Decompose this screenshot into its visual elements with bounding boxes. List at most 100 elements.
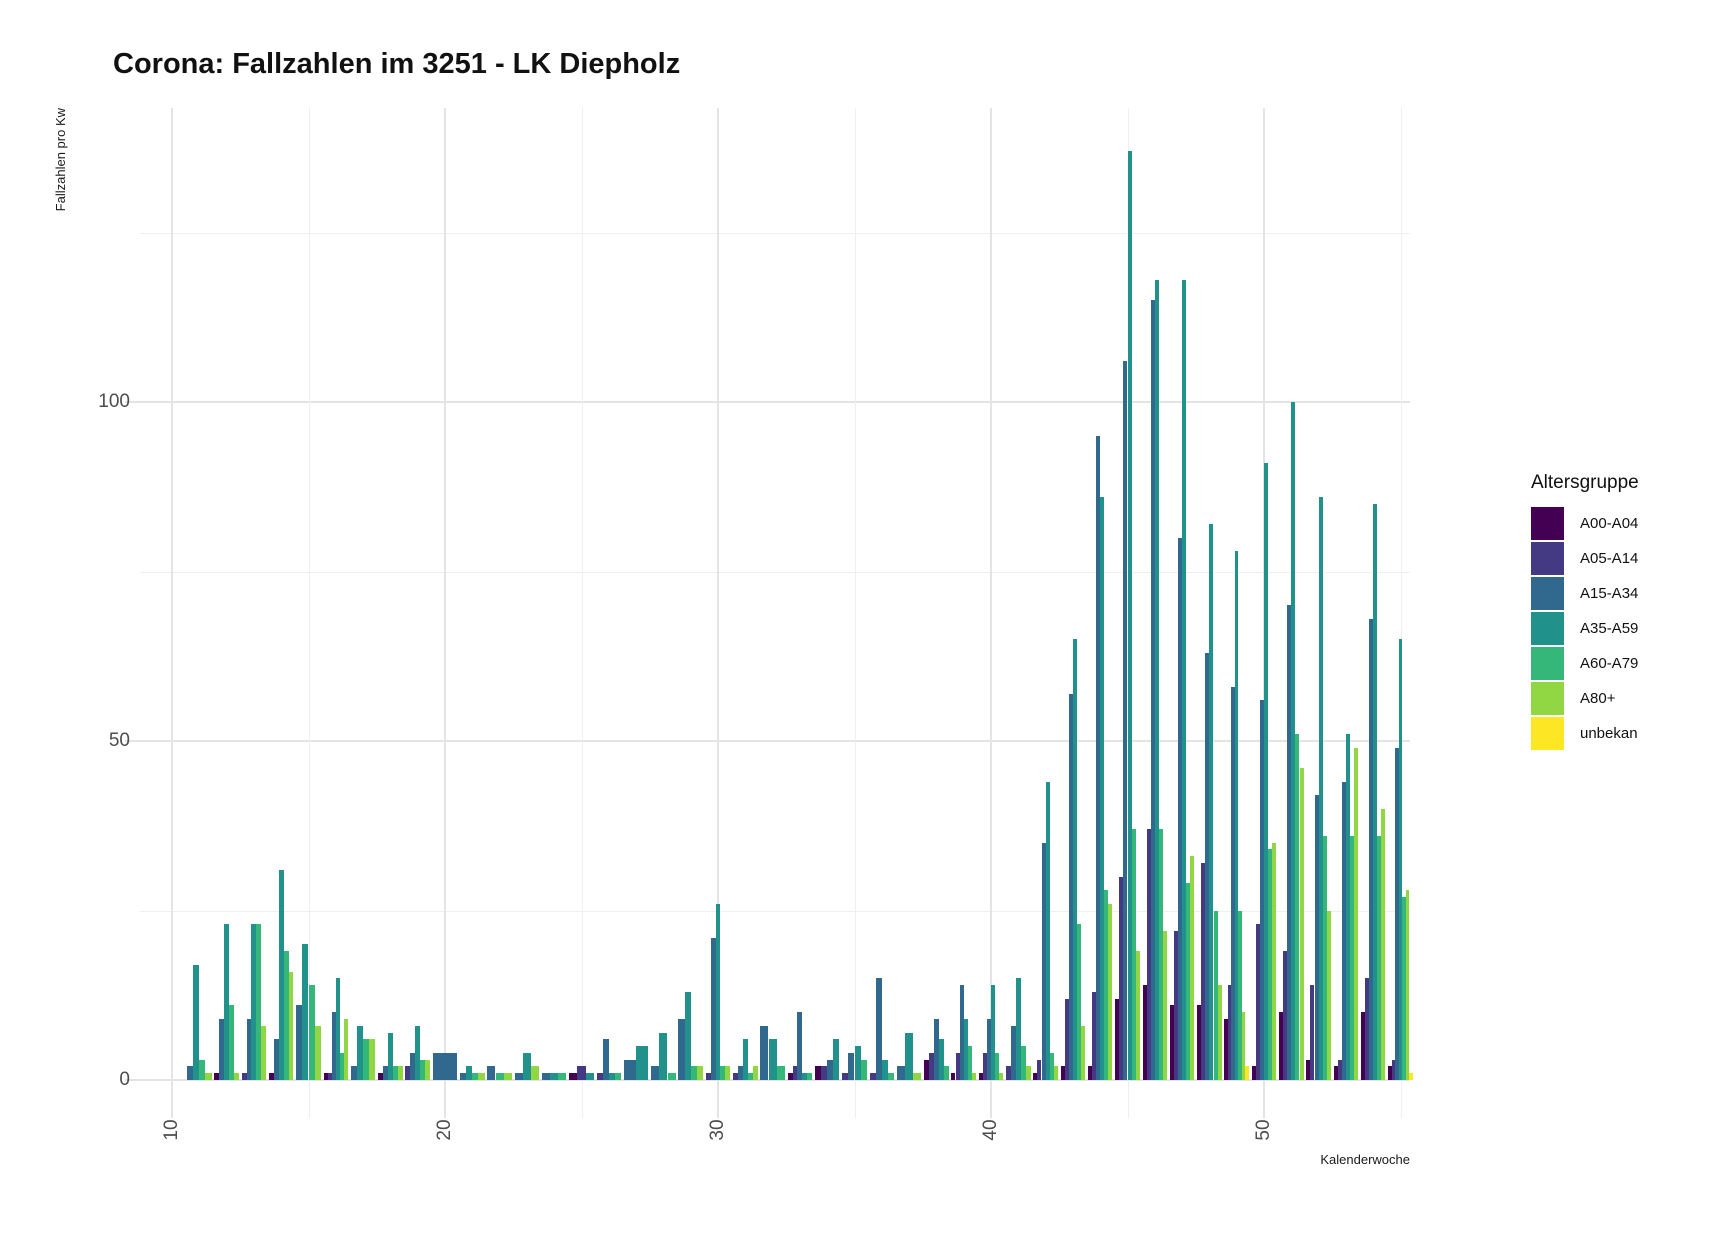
bar-a60a79-kw54 [1377, 835, 1382, 1080]
bar-a15a34-kw38 [933, 1018, 939, 1080]
bar-a60a79-kw29 [690, 1066, 697, 1080]
x-tick-label-20: 20 [434, 1119, 455, 1141]
bar-a15a34-kw42 [1041, 842, 1046, 1080]
legend-swatch-icon [1531, 717, 1564, 750]
bar-a00a04-kw45 [1115, 998, 1120, 1080]
bar-a05a14-kw36 [869, 1073, 876, 1080]
bar-a80-kw47 [1190, 856, 1195, 1080]
bar-a35a59-kw52 [1318, 496, 1323, 1080]
bar-a15a34-kw21 [460, 1073, 467, 1080]
bar-a05a14-kw49 [1227, 985, 1232, 1080]
bar-a80-kw52 [1326, 910, 1331, 1080]
bar-a15a34-kw34 [827, 1059, 834, 1080]
bar-a80-kw23 [531, 1066, 540, 1080]
bar-a60a79-kw16 [339, 1052, 344, 1080]
bar-a00a04-kw52 [1306, 1059, 1311, 1080]
bar-a00a04-kw16 [323, 1073, 328, 1080]
bar-a35a59-kw45 [1127, 151, 1132, 1080]
bar-a05a14-kw26 [596, 1073, 603, 1080]
bar-unbekan-kw49 [1245, 1066, 1249, 1080]
bar-a15a34-kw44 [1096, 435, 1101, 1080]
bar-a80-kw14 [288, 971, 294, 1080]
bar-a35a59-kw30 [715, 903, 721, 1080]
bar-a00a04-kw49 [1224, 1018, 1228, 1080]
bar-a35a59-kw36 [881, 1059, 888, 1080]
bar-a60a79-kw32 [776, 1066, 785, 1080]
legend-swatch-icon [1531, 507, 1564, 540]
bar-a15a34-kw23 [514, 1073, 523, 1080]
bar-a80-kw41 [1025, 1066, 1031, 1080]
bar-a35a59-kw48 [1209, 524, 1214, 1080]
bar-a80-kw45 [1135, 951, 1140, 1080]
bar-a35a59-kw11 [193, 964, 200, 1080]
bar-a80-kw30 [725, 1066, 731, 1080]
bar-a80-kw12 [233, 1073, 239, 1080]
bar-a60a79-kw49 [1238, 910, 1242, 1080]
bar-a35a59-kw38 [938, 1039, 944, 1080]
bar-a05a14-kw46 [1146, 829, 1151, 1080]
bar-a35a59-kw13 [251, 924, 257, 1080]
bar-a80-kw17 [369, 1039, 376, 1080]
bar-a05a14-kw53 [1337, 1059, 1342, 1080]
bar-a15a34-kw32 [760, 1025, 769, 1080]
bar-a35a59-kw46 [1154, 279, 1159, 1080]
v-gridline-major [717, 108, 719, 1118]
bar-a05a14-kw44 [1092, 991, 1097, 1080]
h-gridline-major [125, 401, 1410, 403]
legend-item-a80: A80+ [1531, 681, 1639, 716]
bar-a15a34-kw27 [623, 1059, 637, 1080]
bar-a60a79-kw12 [229, 1005, 234, 1080]
bar-a80-kw44 [1108, 903, 1113, 1080]
bar-a35a59-kw27 [636, 1046, 649, 1080]
h-gridline-major [125, 740, 1410, 742]
y-axis-title: Fallzahlen pro Kw [53, 108, 68, 212]
x-tick-label-50: 50 [1253, 1119, 1274, 1141]
bar-a60a79-kw43 [1077, 924, 1082, 1080]
bar-a60a79-kw24 [558, 1073, 567, 1080]
bar-a00a04-kw53 [1333, 1066, 1338, 1080]
bar-a00a04-kw46 [1142, 985, 1147, 1080]
bar-a05a14-kw40 [982, 1052, 987, 1080]
bar-a60a79-kw46 [1158, 829, 1163, 1080]
bar-a80-kw18 [397, 1066, 403, 1080]
legend-item-a60a79: A60-A79 [1531, 646, 1639, 681]
bar-a15a34-kw52 [1314, 795, 1319, 1080]
bar-a80-kw42 [1053, 1066, 1058, 1080]
bar-a35a59-kw51 [1291, 402, 1296, 1080]
h-gridline-minor [140, 232, 1410, 234]
plot-panel [125, 108, 1413, 1118]
bar-a80-kw22 [503, 1073, 512, 1080]
bar-a15a34-kw16 [331, 1012, 336, 1080]
bar-a05a14-kw41 [1006, 1066, 1011, 1080]
bar-a15a34-kw53 [1341, 781, 1346, 1080]
bar-a15a34-kw28 [651, 1066, 660, 1080]
bar-a00a04-kw39 [951, 1073, 956, 1080]
bar-a60a79-kw53 [1350, 835, 1355, 1080]
bar-a60a79-kw36 [887, 1073, 895, 1080]
bar-a35a59-kw29 [684, 991, 691, 1080]
bar-a15a34-kw22 [487, 1066, 496, 1080]
bar-a05a14-kw52 [1310, 985, 1315, 1080]
bar-a80-kw49 [1241, 1012, 1246, 1080]
bar-a35a59-kw54 [1373, 503, 1378, 1080]
bar-a35a59-kw14 [278, 869, 284, 1080]
bar-a15a34-kw12 [219, 1018, 225, 1080]
bar-a60a79-kw44 [1104, 890, 1109, 1080]
x-tick-label-10: 10 [161, 1119, 182, 1141]
legend-swatch-icon [1531, 577, 1564, 610]
v-gridline-minor [581, 108, 583, 1118]
bar-a80-kw39 [971, 1073, 976, 1080]
bar-a05a14-kw33 [792, 1066, 798, 1080]
legend-swatch-icon [1531, 647, 1564, 680]
bar-a00a04-kw33 [787, 1073, 793, 1080]
bar-a00a04-kw54 [1360, 1012, 1365, 1080]
legend-label: A00-A04 [1580, 515, 1639, 532]
bar-a00a04-kw40 [978, 1073, 983, 1080]
bar-a80-kw29 [696, 1066, 703, 1080]
legend-label: A15-A34 [1580, 585, 1639, 602]
bar-a35a59-kw34 [833, 1039, 840, 1080]
bar-a15a34-kw47 [1178, 537, 1183, 1080]
legend-item-a05a14: A05-A14 [1531, 541, 1639, 576]
legend-swatch-icon [1531, 612, 1564, 645]
bar-a05a14-kw47 [1173, 930, 1178, 1080]
